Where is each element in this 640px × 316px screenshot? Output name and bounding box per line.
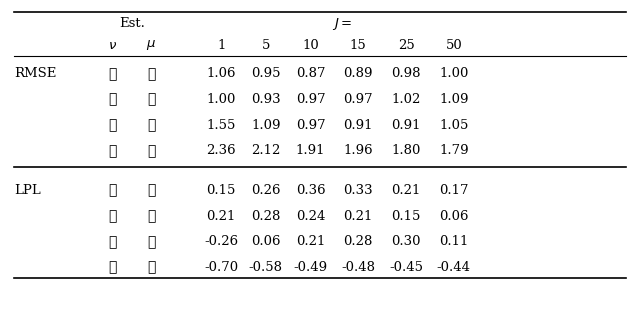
Text: 1.55: 1.55 bbox=[207, 118, 236, 131]
Text: $\nu$: $\nu$ bbox=[108, 39, 118, 52]
Text: 0.97: 0.97 bbox=[344, 93, 373, 106]
Text: ✓: ✓ bbox=[147, 118, 156, 132]
Text: 0.21: 0.21 bbox=[207, 210, 236, 223]
Text: 0.24: 0.24 bbox=[296, 210, 325, 223]
Text: -0.58: -0.58 bbox=[249, 261, 283, 274]
Text: 0.98: 0.98 bbox=[391, 67, 420, 80]
Text: ✗: ✗ bbox=[147, 261, 156, 275]
Text: -0.49: -0.49 bbox=[293, 261, 328, 274]
Text: 1.06: 1.06 bbox=[207, 67, 236, 80]
Text: LPL: LPL bbox=[14, 184, 41, 197]
Text: ✓: ✓ bbox=[109, 209, 117, 223]
Text: 0.28: 0.28 bbox=[344, 235, 373, 248]
Text: ✓: ✓ bbox=[147, 184, 156, 198]
Text: 0.06: 0.06 bbox=[439, 210, 468, 223]
Text: 0.93: 0.93 bbox=[251, 93, 281, 106]
Text: ✓: ✓ bbox=[109, 67, 117, 81]
Text: 1.00: 1.00 bbox=[207, 93, 236, 106]
Text: 0.26: 0.26 bbox=[251, 184, 280, 197]
Text: -0.48: -0.48 bbox=[341, 261, 375, 274]
Text: 0.28: 0.28 bbox=[251, 210, 280, 223]
Text: 0.17: 0.17 bbox=[439, 184, 468, 197]
Text: Est.: Est. bbox=[119, 17, 145, 30]
Text: ✗: ✗ bbox=[147, 209, 156, 223]
Text: 50: 50 bbox=[445, 39, 462, 52]
Text: 1.79: 1.79 bbox=[439, 144, 468, 157]
Text: 1.09: 1.09 bbox=[439, 93, 468, 106]
Text: ✓: ✓ bbox=[109, 92, 117, 106]
Text: 15: 15 bbox=[350, 39, 367, 52]
Text: 0.11: 0.11 bbox=[439, 235, 468, 248]
Text: ✗: ✗ bbox=[147, 144, 156, 158]
Text: 10: 10 bbox=[302, 39, 319, 52]
Text: $\mu$: $\mu$ bbox=[146, 39, 156, 52]
Text: 0.97: 0.97 bbox=[296, 118, 325, 131]
Text: ✗: ✗ bbox=[109, 144, 117, 158]
Text: 0.87: 0.87 bbox=[296, 67, 325, 80]
Text: 0.89: 0.89 bbox=[344, 67, 373, 80]
Text: -0.70: -0.70 bbox=[204, 261, 238, 274]
Text: 0.91: 0.91 bbox=[391, 118, 420, 131]
Text: 2.36: 2.36 bbox=[207, 144, 236, 157]
Text: 0.95: 0.95 bbox=[251, 67, 280, 80]
Text: ✗: ✗ bbox=[109, 118, 117, 132]
Text: RMSE: RMSE bbox=[14, 67, 56, 80]
Text: 25: 25 bbox=[397, 39, 415, 52]
Text: -0.44: -0.44 bbox=[437, 261, 471, 274]
Text: $J =$: $J =$ bbox=[332, 15, 353, 32]
Text: -0.45: -0.45 bbox=[389, 261, 423, 274]
Text: 0.33: 0.33 bbox=[344, 184, 373, 197]
Text: 0.21: 0.21 bbox=[296, 235, 325, 248]
Text: ✓: ✓ bbox=[109, 184, 117, 198]
Text: ✗: ✗ bbox=[109, 235, 117, 249]
Text: 1.02: 1.02 bbox=[391, 93, 420, 106]
Text: ✓: ✓ bbox=[147, 67, 156, 81]
Text: 1: 1 bbox=[217, 39, 225, 52]
Text: ✓: ✓ bbox=[147, 235, 156, 249]
Text: 0.21: 0.21 bbox=[344, 210, 373, 223]
Text: 1.80: 1.80 bbox=[391, 144, 420, 157]
Text: 0.15: 0.15 bbox=[207, 184, 236, 197]
Text: 0.97: 0.97 bbox=[296, 93, 325, 106]
Text: 1.91: 1.91 bbox=[296, 144, 325, 157]
Text: -0.26: -0.26 bbox=[204, 235, 238, 248]
Text: 1.09: 1.09 bbox=[251, 118, 280, 131]
Text: 0.06: 0.06 bbox=[251, 235, 280, 248]
Text: 0.15: 0.15 bbox=[391, 210, 420, 223]
Text: 5: 5 bbox=[262, 39, 270, 52]
Text: ✗: ✗ bbox=[147, 92, 156, 106]
Text: 0.36: 0.36 bbox=[296, 184, 325, 197]
Text: 2.12: 2.12 bbox=[251, 144, 280, 157]
Text: ✗: ✗ bbox=[109, 261, 117, 275]
Text: 1.05: 1.05 bbox=[439, 118, 468, 131]
Text: 0.30: 0.30 bbox=[391, 235, 420, 248]
Text: 0.21: 0.21 bbox=[391, 184, 420, 197]
Text: 0.91: 0.91 bbox=[344, 118, 373, 131]
Text: 1.96: 1.96 bbox=[344, 144, 373, 157]
Text: 1.00: 1.00 bbox=[439, 67, 468, 80]
